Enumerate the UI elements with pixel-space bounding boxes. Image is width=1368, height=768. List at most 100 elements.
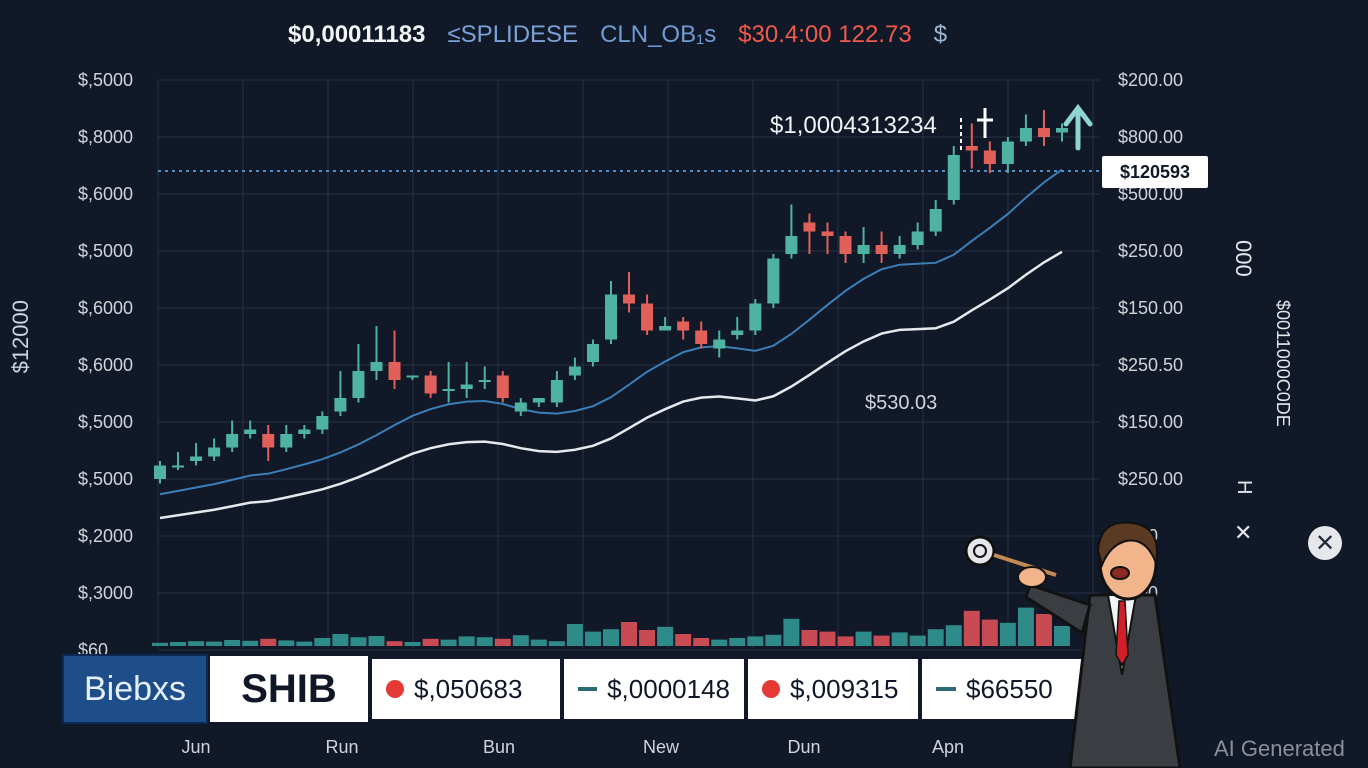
x-axis-tick-label: New xyxy=(642,737,679,757)
left-axis-tick-label: $,5000 xyxy=(78,412,134,432)
volume-bar xyxy=(422,638,439,646)
volume-bar xyxy=(404,642,421,646)
volume-bar xyxy=(224,640,241,646)
volume-bar xyxy=(801,630,818,646)
candle-body xyxy=(785,236,798,254)
candle-body xyxy=(875,245,888,254)
volume-bar xyxy=(783,618,800,646)
volume-bar xyxy=(711,639,728,646)
brand-logo: Biebxs xyxy=(62,654,208,724)
candle-body xyxy=(550,380,563,403)
moving-average-label: $530.03 xyxy=(865,392,938,414)
x-axis-tick-label: Bun xyxy=(482,737,516,757)
quote-value: $66550 xyxy=(966,673,1053,704)
right-vertical-label-2: $0011000C0DE xyxy=(1273,300,1293,427)
volume-bar xyxy=(747,636,764,646)
ticker-symbol-a: ≤SPLIDESE xyxy=(447,21,579,48)
red-dot-icon xyxy=(762,680,780,698)
candle-body xyxy=(406,375,419,378)
candle-body xyxy=(911,231,924,245)
candle-body xyxy=(424,375,437,394)
candle-body xyxy=(1056,128,1068,133)
volume-bar xyxy=(1035,614,1052,646)
crosshair-icon xyxy=(960,108,993,150)
volume-bar xyxy=(603,629,619,646)
volume-bar xyxy=(855,631,872,646)
candle-body xyxy=(388,362,401,380)
left-axis-tick-label: $,3000 xyxy=(78,583,134,603)
candle-body xyxy=(893,245,906,254)
dash-icon xyxy=(578,687,598,691)
quote-cell[interactable]: $66550 xyxy=(920,657,1102,721)
right-vertical-label-3: H xyxy=(1233,480,1255,495)
ticker-price: $0,00011183 xyxy=(288,21,426,48)
slow-ma-line xyxy=(159,250,1063,520)
candle-body xyxy=(298,429,311,434)
left-axis-tick-label: $,5000 xyxy=(78,469,134,489)
volume-bar xyxy=(350,637,367,646)
candle-body xyxy=(514,402,527,412)
volume-bar xyxy=(621,622,638,646)
left-axis-tick-label: $,6000 xyxy=(78,355,134,375)
left-axis-tick-label: $,8000 xyxy=(78,127,134,147)
volume-bar xyxy=(386,641,403,646)
right-axis-tick-label: $150.00 xyxy=(1118,298,1184,318)
left-axis-tick-label: $,5000 xyxy=(78,241,134,261)
volume-bar xyxy=(332,634,349,646)
volume-bar xyxy=(152,642,168,646)
left-axis-tick-label: $,2000 xyxy=(78,526,134,546)
candle-body xyxy=(659,326,672,331)
volume-bar xyxy=(657,626,674,646)
quote-cell[interactable]: $,050683 xyxy=(370,657,562,721)
ai-generated-watermark: AI Generated xyxy=(1214,736,1345,761)
left-axis-tick-label: $,6000 xyxy=(78,298,134,318)
candle-body xyxy=(532,398,545,403)
volume-bar xyxy=(909,635,926,646)
candle-body xyxy=(929,209,942,232)
volume-bar xyxy=(693,638,710,646)
volume-bar xyxy=(530,639,547,646)
right-axis-tick-label: $250.00 xyxy=(1118,241,1184,261)
candle-body xyxy=(262,434,275,448)
volume-bar xyxy=(729,638,746,646)
candle-body xyxy=(208,447,221,457)
candle-body xyxy=(154,465,166,479)
candle-body xyxy=(1037,128,1050,137)
candle-body xyxy=(983,150,996,164)
ticker-change: $30.4:00 122.73 xyxy=(738,21,912,48)
candle-body xyxy=(821,231,834,236)
candle-body xyxy=(442,389,455,391)
up-arrow-icon xyxy=(1063,103,1093,151)
volume-bar xyxy=(368,636,385,646)
ticker-symbol-b: CLN_OB₁s xyxy=(600,21,717,48)
candles xyxy=(154,110,1068,484)
candle-body xyxy=(370,362,383,371)
right-axis-tick-label: $250.50 xyxy=(1118,355,1184,375)
volume-bar xyxy=(188,641,205,646)
symbol-tab[interactable]: SHIB xyxy=(208,654,370,724)
candle-body xyxy=(695,330,708,344)
volume-bars xyxy=(152,607,1070,646)
presenter-illustration xyxy=(964,521,1182,768)
volume-bar xyxy=(981,619,998,646)
right-axis-tick-label: $150.00 xyxy=(1118,412,1184,432)
volume-bar xyxy=(260,638,277,646)
right-axis-tick-label: $200.00 xyxy=(1118,70,1184,90)
top-ticker: $0,00011183 ≤SPLIDESE CLN_OB₁s $30.4:00 … xyxy=(288,18,947,52)
volume-bar xyxy=(927,629,944,646)
volume-bar xyxy=(999,622,1016,646)
candle-body xyxy=(767,258,780,304)
candle-body xyxy=(965,146,978,151)
volume-bar xyxy=(494,638,511,646)
candle-body xyxy=(280,434,293,448)
quote-cell[interactable]: $,0000148 xyxy=(562,657,746,721)
candle-body xyxy=(568,366,581,376)
volume-bar xyxy=(891,632,908,646)
x-axis-tick-label: Jun xyxy=(181,737,211,757)
ticker-currency: $ xyxy=(933,21,948,48)
quote-cell[interactable]: $,009315 xyxy=(746,657,920,721)
volume-bar xyxy=(837,636,854,646)
close-icon[interactable]: ✕ xyxy=(1308,526,1342,560)
